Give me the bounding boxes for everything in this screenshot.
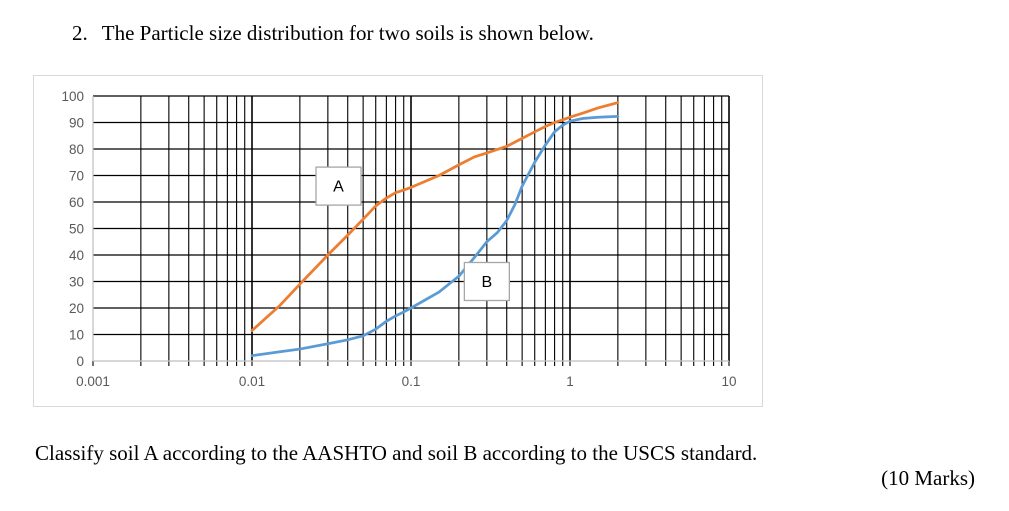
question-title-text: The Particle size distribution for two s… — [101, 21, 594, 45]
y-tick-label: 20 — [69, 301, 84, 316]
x-tick-label: 0.01 — [239, 374, 265, 389]
series-a-curve — [250, 101, 620, 332]
series-b-curve — [250, 115, 620, 358]
series-b-label: B — [482, 274, 493, 291]
series-b-label-box — [463, 261, 511, 302]
x-tick-label: 0.001 — [76, 374, 110, 389]
series-a-label-box — [315, 166, 362, 206]
y-tick-label: 30 — [69, 275, 84, 290]
y-tick-label: 40 — [69, 248, 84, 263]
x-tick-label: 10 — [721, 374, 736, 389]
y-tick-label: 60 — [69, 195, 84, 210]
series-a-label: A — [333, 179, 344, 196]
particle-size-chart: 0 10 20 30 40 50 60 70 80 90 100 0.001 0.01 0.1 1 10 A B — [61, 89, 736, 389]
x-tick-label: 1 — [566, 374, 574, 389]
y-tick-label: 90 — [69, 116, 84, 131]
chart-panel: 0 10 20 30 40 50 60 70 80 90 100 0.001 0.01 0.1 1 10 A B — [33, 75, 763, 407]
y-tick-label: 100 — [61, 89, 84, 104]
marks-label: (10 Marks) — [881, 466, 975, 490]
y-tick-label: 0 — [76, 354, 84, 369]
y-tick-label: 50 — [69, 222, 84, 237]
y-tick-label: 70 — [69, 169, 84, 184]
y-tick-label: 10 — [69, 328, 84, 343]
page-title: 2. The Particle size distribution for two… — [72, 21, 594, 46]
question-number: 2. — [72, 21, 88, 45]
footer-question: Classify soil A according to the AASHTO … — [35, 441, 758, 465]
y-tick-label: 80 — [69, 142, 84, 157]
x-tick-label: 0.1 — [402, 374, 421, 389]
